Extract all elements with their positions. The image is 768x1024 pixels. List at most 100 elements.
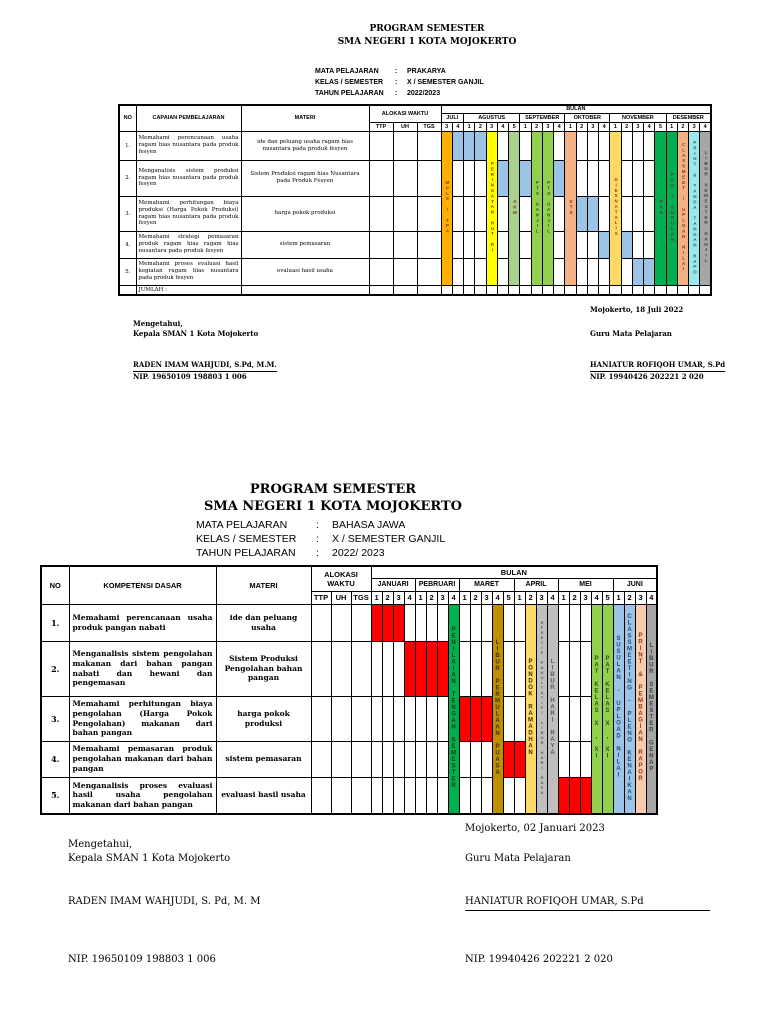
page1-left-name-block: RADEN IMAM WAHJUDI, S.Pd, M.M. NIP. 1965… [133, 360, 277, 382]
week-number: 5 [601, 590, 614, 605]
month-header: APRIL [513, 577, 559, 592]
grid-cell [414, 603, 427, 642]
row-kd: Memahami perhitungan biaya pengolahan (H… [68, 695, 217, 742]
month-header: NOVEMBER [609, 112, 667, 123]
col-materi: MATERI [240, 104, 370, 132]
grid-cell [414, 740, 427, 778]
grid-cell [557, 640, 570, 697]
grid-cell [425, 603, 438, 642]
week-number: 5 [502, 590, 515, 605]
grid-cell [557, 695, 570, 742]
grid-cell [530, 284, 543, 296]
semester-grid: NO CAPAIAN PEMBELAJARAN MATERI ALOKASI WAKT… [118, 104, 713, 296]
week-number: 3 [392, 590, 405, 605]
col-materi: MATERI [215, 565, 312, 605]
row-number: 1. [118, 130, 137, 161]
grid-cell [620, 195, 633, 232]
grid-cell [425, 740, 438, 778]
page1-right-name-block: HANIATUR ROFIQOH UMAR, S.Pd NIP. 1994042… [590, 360, 726, 382]
week-number: 3 [541, 121, 555, 132]
grid-cell [474, 284, 487, 296]
grid-cell [513, 640, 526, 697]
grid-cell [496, 257, 510, 286]
grid-cell [368, 230, 394, 259]
row-materi: ide dan peluang usaha [215, 603, 312, 642]
meta-label: TAHUN PELAJARAN [196, 547, 296, 559]
grid-cell [474, 195, 487, 232]
schedule-mark [575, 195, 588, 232]
row-kd: Memahami perencanaan usaha produk pangan… [68, 603, 217, 642]
grid-cell [403, 603, 416, 642]
alokasi-sub-header: TGS [350, 590, 372, 605]
meta-value: X / SEMESTER GANJIL [407, 79, 484, 86]
row-materi: ide dan peluang usaha ragam hias nusanta… [240, 130, 370, 161]
grid-cell [425, 776, 438, 815]
table-row: 5. Memahami proses evaluasi hasil kegiata… [118, 257, 711, 286]
page2-semester-table: NO KOMPETENSI DASAR MATERI ALOKASI WAKTU BUL… [40, 565, 659, 815]
event-band: MPLS / TPA [440, 130, 453, 286]
event-band: KTS [564, 130, 577, 286]
page1-title: PROGRAM SEMESTER [369, 24, 485, 34]
grid-cell [392, 284, 418, 296]
grid-cell [392, 159, 418, 197]
page1-semester-table: NO CAPAIAN PEMBELAJARAN MATERI ALOKASI WAKT… [118, 104, 713, 296]
grid-cell [416, 257, 442, 286]
grid-cell [436, 603, 449, 642]
meta-label: MATA PELAJARAN [196, 519, 288, 531]
grid-cell [519, 284, 532, 296]
mengetahui-label: Mengetahui, [68, 839, 133, 850]
week-number: 1 [557, 590, 570, 605]
grid-cell [350, 603, 372, 642]
grid-cell [598, 130, 611, 161]
month-header: DESEMBER [665, 112, 712, 123]
page2-meta: MATA PELAJARAN: BAHASA JAWA KELAS / SEMES… [196, 518, 445, 560]
grid-cell [480, 740, 493, 778]
row-materi: evaluasi hasil usaha [240, 257, 370, 286]
grid-cell [676, 284, 690, 296]
meta-value: 2022/ 2023 [332, 547, 385, 559]
grid-cell [553, 195, 566, 232]
week-number: 3 [440, 121, 453, 132]
event-band: PRINT & TANDA TANGAN RAPO [688, 130, 701, 286]
event-band: PTS GANJIL [530, 130, 543, 286]
grid-cell [392, 130, 418, 161]
grid-cell [631, 230, 645, 259]
grid-cell [240, 284, 370, 296]
grid-cell [416, 159, 442, 197]
grid-cell [575, 130, 588, 161]
grid-cell [330, 695, 352, 742]
event-band: PAT KELAS X , XI [601, 603, 614, 815]
grid-cell [403, 695, 416, 742]
row-number: 4. [118, 230, 137, 259]
week-number: 4 [598, 121, 611, 132]
table-row: 5. Menganalisis proses evaluasi hasil usa… [40, 776, 657, 815]
meta-label: KELAS / SEMESTER [196, 533, 297, 545]
grid-cell [699, 284, 712, 296]
month-header: OKTOBER [564, 112, 611, 123]
grid-cell [436, 776, 449, 815]
week-number: 4 [645, 590, 658, 605]
event-band: PAT KELAS X , XI [590, 603, 603, 815]
grid-cell [392, 695, 405, 742]
week-number: 2 [425, 590, 438, 605]
jumlah-label: JUMLAH : [135, 284, 242, 296]
grid-cell [416, 130, 442, 161]
week-number: 2 [623, 590, 636, 605]
schedule-mark [586, 195, 600, 232]
schedule-mark [414, 640, 427, 697]
grid-cell [310, 640, 332, 697]
schedule-mark [403, 640, 416, 697]
grid-cell [513, 776, 526, 815]
week-number: 4 [496, 121, 510, 132]
week-number: 4 [546, 590, 559, 605]
kepala-label: Kepala SMAN 1 Kota Mojokerto [68, 853, 231, 864]
grid-cell [609, 284, 622, 296]
grid-cell [330, 740, 352, 778]
schedule-mark [513, 740, 526, 778]
meta-label: MATA PELAJARAN [315, 68, 379, 75]
grid-cell [519, 230, 532, 259]
schedule-mark [436, 640, 449, 697]
grid-cell [631, 130, 645, 161]
alokasi-sub-header: UH [330, 590, 352, 605]
page1-place-date: Mojokerto, 18 Juli 2022 [590, 305, 684, 314]
